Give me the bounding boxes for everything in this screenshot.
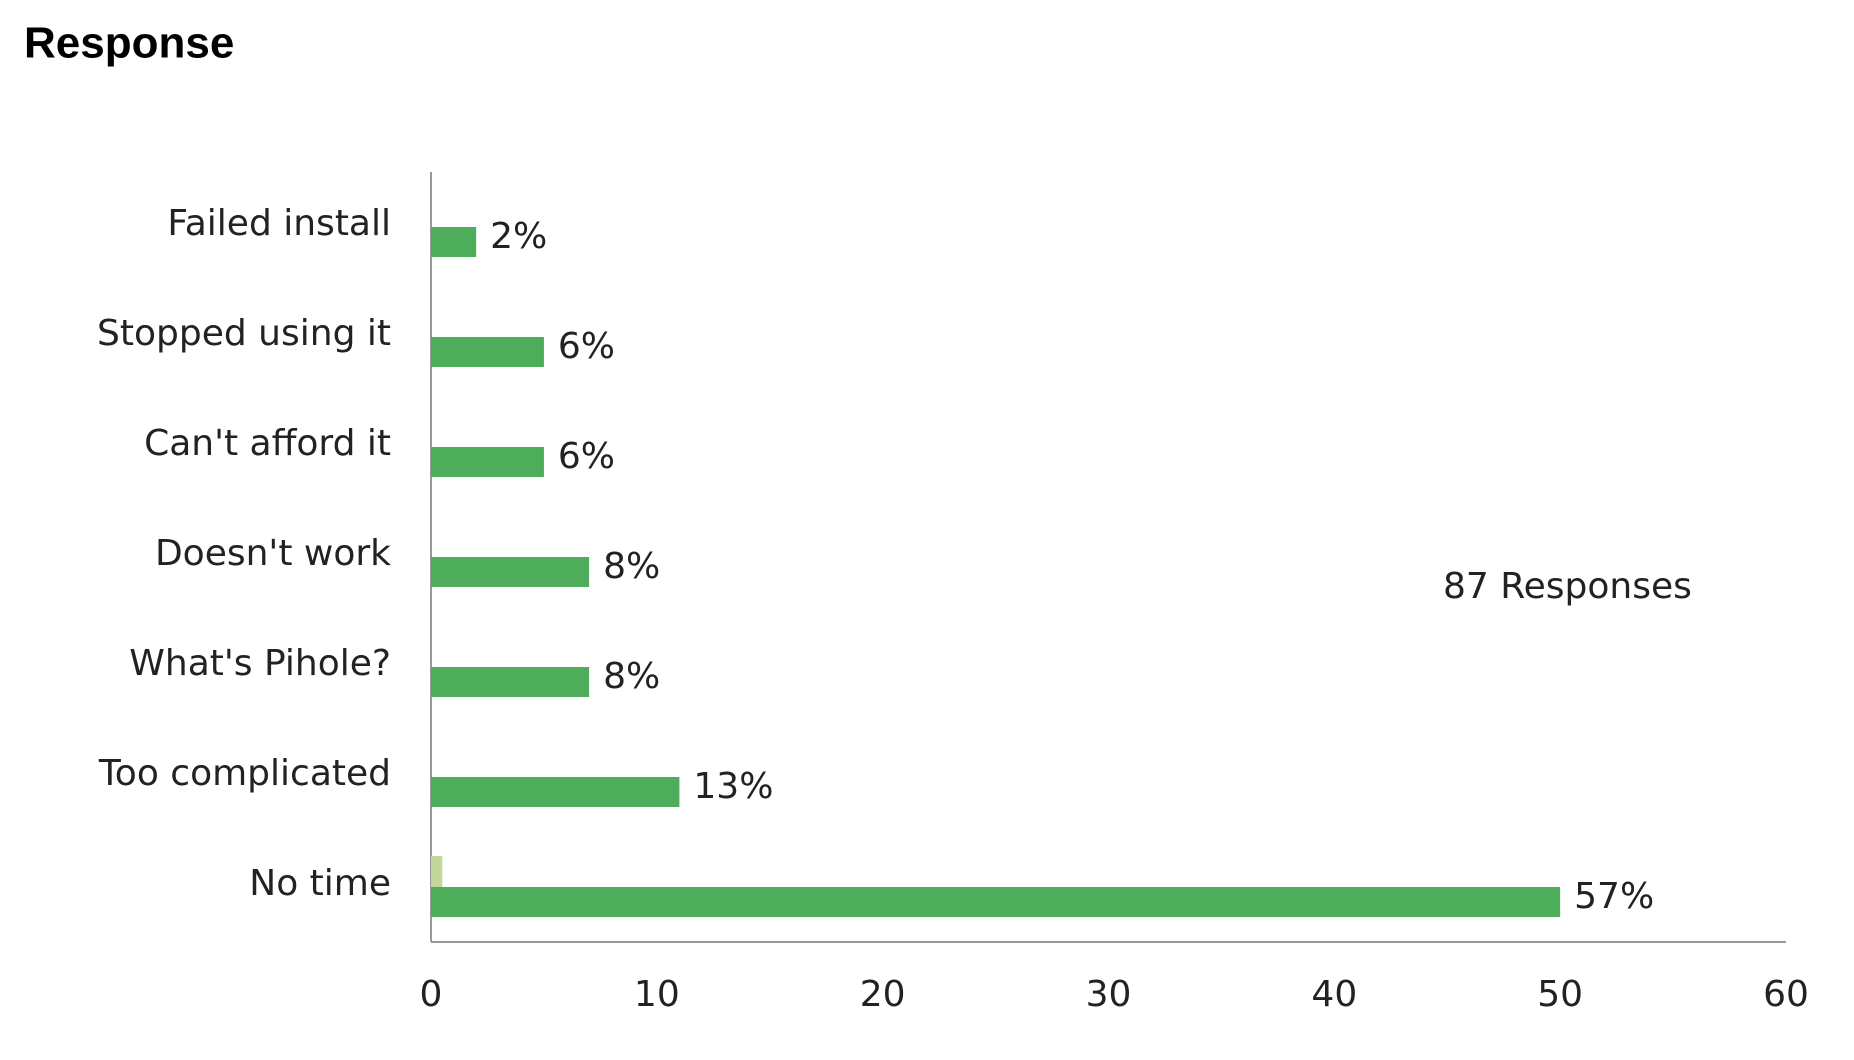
bar [431,667,590,697]
y-tick-label: Too complicated [98,753,391,794]
value-label: 13% [693,766,773,807]
value-label: 8% [603,656,660,697]
y-tick-label: No time [249,863,391,904]
x-tick-label: 20 [860,974,906,1015]
bar [431,887,1561,917]
y-tick-label: Stopped using it [97,313,391,354]
bar [431,337,544,367]
y-tick-label: Can't afford it [144,423,391,464]
value-label: 2% [490,216,547,257]
chart-title: Response [24,19,234,68]
x-tick-label: 40 [1311,974,1357,1015]
bar [431,856,443,887]
y-tick-label: Doesn't work [155,533,391,574]
bar [431,447,544,477]
x-tick-label: 50 [1537,974,1583,1015]
value-label: 6% [558,326,615,367]
x-tick-label: 10 [634,974,680,1015]
annotation: 87 Responses [1443,566,1692,607]
value-label: 6% [558,436,615,477]
y-tick-label: Failed install [167,203,391,244]
value-label: 8% [603,546,660,587]
x-tick-label: 0 [420,974,443,1015]
bar [431,227,477,257]
bar [431,557,590,587]
x-tick-label: 30 [1086,974,1132,1015]
bar [431,777,680,807]
y-tick-label: What's Pihole? [129,643,391,684]
x-tick-label: 60 [1763,974,1809,1015]
value-label: 57% [1574,876,1654,917]
